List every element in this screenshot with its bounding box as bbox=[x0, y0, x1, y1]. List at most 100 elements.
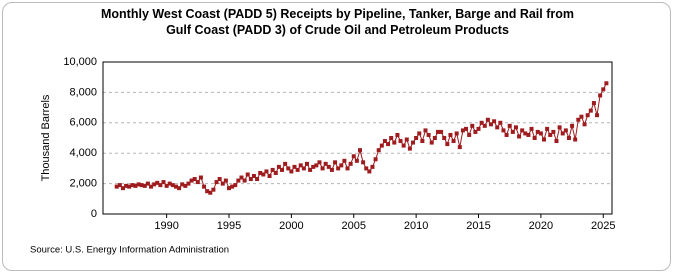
data-point bbox=[579, 114, 584, 119]
data-point bbox=[401, 143, 406, 148]
data-point bbox=[311, 164, 316, 169]
data-point bbox=[598, 93, 603, 98]
data-point bbox=[445, 142, 450, 147]
data-point bbox=[517, 134, 522, 139]
data-point bbox=[236, 178, 241, 183]
data-point bbox=[339, 163, 344, 168]
data-point bbox=[301, 166, 306, 171]
data-point bbox=[585, 113, 590, 118]
data-point bbox=[507, 123, 512, 128]
data-point bbox=[429, 140, 434, 145]
data-point bbox=[411, 140, 416, 145]
data-point bbox=[432, 136, 437, 140]
data-point bbox=[329, 167, 334, 172]
data-point bbox=[261, 172, 266, 177]
data-point bbox=[264, 169, 269, 174]
data-point bbox=[326, 164, 331, 169]
data-point bbox=[560, 131, 565, 136]
data-point bbox=[177, 186, 182, 191]
data-point bbox=[133, 183, 138, 188]
x-tick-label: 2000 bbox=[279, 220, 303, 232]
data-point bbox=[245, 172, 250, 177]
data-point bbox=[376, 148, 381, 153]
data-point bbox=[130, 183, 135, 188]
data-point bbox=[538, 131, 543, 136]
data-point bbox=[202, 184, 207, 189]
data-point bbox=[488, 122, 493, 127]
chart-title: Monthly West Coast (PADD 5) Receipts by … bbox=[100, 7, 575, 37]
data-point bbox=[379, 143, 384, 148]
x-tick-label: 2020 bbox=[529, 220, 553, 232]
data-point bbox=[532, 136, 537, 140]
data-point bbox=[173, 184, 178, 189]
data-point bbox=[180, 182, 185, 187]
data-point bbox=[189, 178, 194, 183]
data-point bbox=[398, 139, 403, 144]
data-point bbox=[473, 129, 478, 134]
data-point bbox=[370, 164, 375, 169]
data-point bbox=[251, 174, 256, 178]
data-point bbox=[114, 184, 119, 189]
source-note: Source: U.S. Energy Information Administ… bbox=[30, 245, 229, 256]
data-point bbox=[145, 181, 150, 186]
data-point bbox=[304, 161, 309, 166]
data-point bbox=[504, 132, 509, 137]
data-point bbox=[214, 180, 219, 185]
data-point bbox=[414, 136, 419, 140]
data-point bbox=[460, 128, 465, 133]
data-point bbox=[361, 160, 366, 165]
data-point bbox=[448, 132, 453, 137]
data-point bbox=[464, 126, 469, 131]
data-point bbox=[233, 183, 238, 188]
data-point bbox=[136, 182, 141, 187]
y-tick-label: 10,000 bbox=[63, 56, 97, 68]
data-point bbox=[195, 180, 200, 185]
data-point bbox=[298, 163, 303, 168]
data-point bbox=[523, 131, 528, 136]
data-point bbox=[345, 166, 350, 171]
data-point bbox=[342, 158, 347, 163]
data-point bbox=[576, 117, 581, 122]
y-axis-label: Thousand Barrels bbox=[40, 94, 52, 181]
data-point bbox=[161, 180, 166, 185]
data-point bbox=[270, 167, 275, 172]
data-point bbox=[582, 122, 587, 127]
data-point bbox=[117, 183, 122, 188]
data-point bbox=[283, 161, 288, 166]
data-point bbox=[542, 137, 547, 142]
data-point bbox=[476, 126, 481, 131]
data-point bbox=[267, 174, 272, 178]
data-point bbox=[535, 129, 540, 134]
data-point bbox=[454, 131, 459, 136]
data-point bbox=[501, 128, 506, 133]
data-point bbox=[280, 167, 285, 172]
data-point bbox=[563, 128, 568, 133]
data-point bbox=[139, 183, 144, 188]
data-point bbox=[323, 161, 328, 166]
data-point bbox=[230, 184, 235, 189]
data-point bbox=[220, 181, 225, 186]
data-point bbox=[308, 167, 313, 172]
data-point bbox=[529, 126, 534, 131]
y-tick-label: 2,000 bbox=[69, 178, 97, 190]
data-point bbox=[170, 183, 175, 188]
data-point bbox=[407, 146, 412, 151]
data-point bbox=[217, 177, 222, 182]
data-point bbox=[239, 175, 244, 180]
x-tick-label: 2025 bbox=[591, 220, 615, 232]
data-point bbox=[498, 120, 503, 125]
data-point bbox=[389, 136, 394, 140]
y-tick-label: 0 bbox=[91, 208, 97, 220]
data-point bbox=[127, 184, 132, 189]
data-point bbox=[545, 126, 550, 131]
data-point bbox=[439, 129, 444, 134]
data-point bbox=[314, 163, 319, 168]
data-point bbox=[286, 166, 291, 171]
y-tick-label: 8,000 bbox=[69, 86, 97, 98]
x-tick-label: 1995 bbox=[217, 220, 241, 232]
data-point bbox=[152, 182, 157, 187]
data-point bbox=[510, 129, 515, 134]
data-point bbox=[320, 166, 325, 171]
data-point bbox=[317, 160, 322, 165]
